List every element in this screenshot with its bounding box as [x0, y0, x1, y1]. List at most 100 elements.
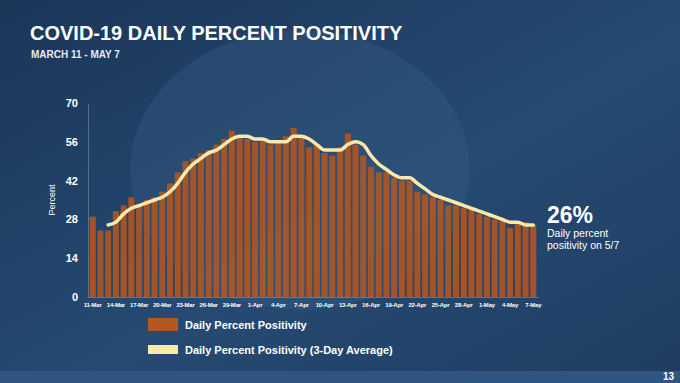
bar — [414, 192, 420, 297]
x-tick: 19-Apr — [385, 297, 404, 308]
bar — [198, 153, 204, 297]
x-tick-label: 25-Apr — [432, 302, 451, 308]
bar — [430, 197, 436, 297]
x-tick-label: 26-Mar — [200, 302, 219, 308]
bar — [468, 208, 474, 297]
x-tick: 10-Apr — [316, 297, 335, 308]
bar — [345, 133, 351, 297]
bar — [244, 139, 250, 297]
bar-series — [90, 128, 537, 297]
bar — [422, 194, 428, 297]
bar — [306, 147, 312, 297]
x-tick-label: 1-Apr — [248, 302, 264, 308]
x-tick-label: 23-Mar — [176, 302, 195, 308]
bar — [337, 147, 343, 297]
y-tick-label: 56 — [66, 136, 78, 148]
y-axis-title: Percent — [47, 184, 57, 216]
bar — [399, 181, 405, 297]
y-axis: 01428425670 — [66, 97, 89, 303]
logo: 13 — [663, 371, 675, 382]
bar — [175, 172, 181, 297]
legend-label: Daily Percent Positivity — [185, 319, 308, 331]
x-tick: 29-Mar — [223, 297, 242, 308]
bar — [213, 145, 219, 297]
bar — [453, 206, 459, 297]
y-axis-line — [88, 104, 89, 298]
x-tick-label: 14-Mar — [107, 302, 126, 308]
y-tick-label: 42 — [66, 175, 78, 187]
x-tick: 17-Mar — [130, 297, 149, 308]
bar — [499, 219, 505, 297]
x-tick: 25-Apr — [432, 297, 451, 308]
y-tick-label: 70 — [66, 97, 78, 109]
x-tick-label: 11-Mar — [84, 302, 103, 308]
x-tick-label: 7-May — [525, 302, 542, 308]
x-tick-label: 4-Apr — [271, 302, 287, 308]
title: COVID-19 DAILY PERCENT POSITIVITY — [30, 22, 403, 44]
y-tick: 0 — [72, 291, 88, 303]
bar — [461, 208, 467, 297]
x-tick: 20-Mar — [153, 297, 172, 308]
x-tick-label: 17-Mar — [130, 302, 149, 308]
x-tick: 1-Apr — [248, 297, 264, 308]
background-glow — [130, 30, 470, 310]
x-tick: 7-Apr — [294, 297, 310, 308]
y-tick: 42 — [66, 175, 88, 187]
x-tick-label: 7-Apr — [294, 302, 310, 308]
x-tick: 13-Apr — [339, 297, 358, 308]
x-tick: 16-Apr — [362, 297, 381, 308]
annotation-text: positivity on 5/7 — [547, 239, 620, 251]
bar — [190, 158, 196, 297]
x-tick-label: 13-Apr — [339, 302, 358, 308]
annotation-text: Daily percent — [547, 227, 608, 239]
bar — [515, 222, 521, 297]
x-axis: 11-Mar 14-Mar 17-Mar 20-Mar 23-Mar 26-Mar 29-M… — [84, 297, 542, 308]
x-tick: 14-Mar — [107, 297, 126, 308]
bar — [376, 172, 382, 297]
legend-swatch — [148, 318, 178, 331]
y-tick-label: 28 — [66, 213, 78, 225]
x-tick: 26-Mar — [200, 297, 219, 308]
x-tick: 23-Mar — [176, 297, 195, 308]
bar — [523, 222, 529, 297]
bar — [530, 225, 536, 297]
bar — [314, 145, 320, 297]
x-tick-label: 16-Apr — [362, 302, 381, 308]
bar — [438, 200, 444, 297]
line — [108, 136, 533, 225]
bar — [407, 181, 413, 297]
bar — [329, 156, 335, 297]
bar — [121, 206, 127, 297]
bar — [136, 206, 142, 297]
bar — [507, 228, 513, 297]
bar — [484, 217, 490, 297]
chart: COVID-19 DAILY PERCENT POSITIVITYMARCH 1… — [0, 0, 680, 383]
bar — [237, 136, 243, 297]
bar — [260, 139, 266, 297]
x-tick-label: 4-May — [502, 302, 519, 308]
x-tick-label: 20-Mar — [153, 302, 172, 308]
x-tick: 28-Apr — [455, 297, 474, 308]
bar — [391, 178, 397, 297]
bar — [275, 142, 281, 297]
x-tick: 4-Apr — [271, 297, 287, 308]
legend-swatch — [148, 345, 178, 354]
plot-area — [90, 128, 537, 297]
bar — [105, 230, 111, 297]
y-tick: 28 — [66, 213, 88, 225]
x-tick-label: 22-Apr — [408, 302, 427, 308]
bar — [368, 167, 374, 297]
bar — [97, 230, 103, 297]
x-tick-label: 10-Apr — [316, 302, 335, 308]
x-axis-line — [89, 297, 539, 298]
bar — [90, 217, 96, 297]
background — [0, 0, 680, 383]
x-tick-label: 28-Apr — [455, 302, 474, 308]
bottom-strip — [0, 371, 680, 383]
bar — [283, 136, 289, 297]
bar — [182, 161, 188, 297]
bar — [152, 197, 158, 297]
x-tick: 22-Apr — [408, 297, 427, 308]
bar — [267, 145, 273, 297]
bar — [352, 145, 358, 297]
